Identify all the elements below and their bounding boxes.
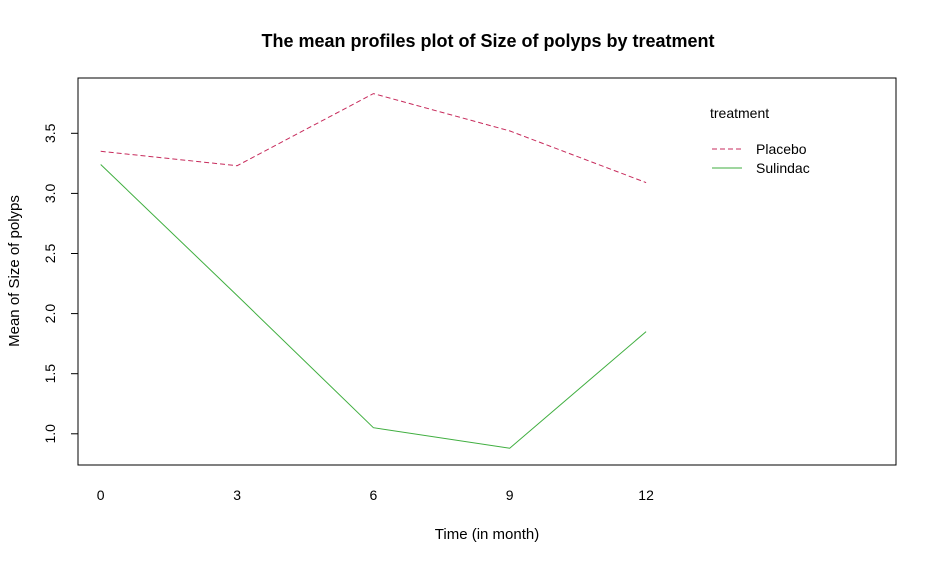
plot-lines xyxy=(100,93,647,449)
series-line-placebo xyxy=(100,93,647,184)
y-tick-label: 1.0 xyxy=(42,424,58,444)
x-tick-label: 6 xyxy=(370,487,378,503)
x-axis-label: Time (in month) xyxy=(435,526,539,543)
legend-label-placebo: Placebo xyxy=(756,141,807,157)
x-tick-label: 12 xyxy=(638,487,654,503)
plot-frame xyxy=(77,77,897,466)
legend-label-sulindac: Sulindac xyxy=(756,160,810,176)
y-axis: 1.0 1.5 2.0 2.5 3.0 3.5 xyxy=(42,123,78,444)
series-line-sulindac xyxy=(100,164,647,449)
legend-title: treatment xyxy=(710,105,769,121)
y-tick-label: 2.0 xyxy=(42,304,58,324)
y-tick-label: 2.5 xyxy=(42,244,58,264)
x-tick-label: 3 xyxy=(233,487,241,503)
x-axis: 0 3 6 9 12 xyxy=(97,487,654,503)
y-tick-label: 1.5 xyxy=(42,364,58,384)
x-tick-label: 9 xyxy=(506,487,514,503)
x-tick-label: 0 xyxy=(97,487,105,503)
legend: treatment Placebo Sulindac xyxy=(710,105,810,176)
y-tick-label: 3.0 xyxy=(42,183,58,203)
y-tick-label: 3.5 xyxy=(42,123,58,143)
chart-title: The mean profiles plot of Size of polyps… xyxy=(261,31,714,51)
y-axis-label: Mean of Size of polyps xyxy=(6,195,23,347)
